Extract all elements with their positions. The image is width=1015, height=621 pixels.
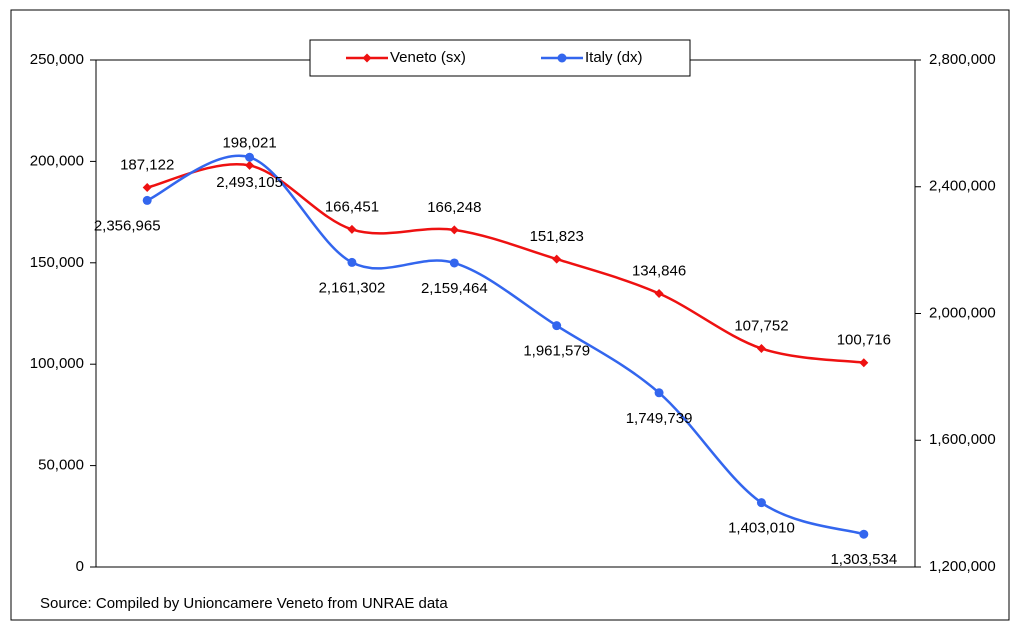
data-point bbox=[654, 388, 664, 398]
data-label: 1,961,579 bbox=[523, 343, 590, 360]
series-line bbox=[146, 154, 865, 536]
data-point bbox=[552, 254, 562, 264]
data-point bbox=[654, 289, 664, 299]
y-tick-label: 250,000 bbox=[30, 51, 84, 68]
data-label: 187,122 bbox=[120, 156, 174, 173]
y-tick-label: 50,000 bbox=[38, 457, 84, 474]
data-label: 1,403,010 bbox=[728, 520, 795, 537]
source-note: Source: Compiled by Unioncamere Veneto f… bbox=[40, 595, 448, 612]
data-label: 2,161,302 bbox=[319, 279, 386, 296]
data-label: 134,846 bbox=[632, 263, 686, 280]
data-label: 198,021 bbox=[222, 134, 276, 151]
data-point bbox=[859, 358, 869, 368]
data-label: 100,716 bbox=[837, 332, 891, 349]
data-label: 1,303,534 bbox=[830, 551, 897, 568]
legend-marker bbox=[557, 53, 567, 63]
data-label: 107,752 bbox=[734, 317, 788, 334]
data-point bbox=[347, 224, 357, 234]
y-tick-label: 150,000 bbox=[30, 254, 84, 271]
y2-tick-label: 2,400,000 bbox=[929, 178, 996, 195]
data-label: 2,356,965 bbox=[94, 217, 161, 234]
legend-label: Veneto (sx) bbox=[390, 49, 466, 66]
series-line bbox=[146, 163, 864, 364]
legend-label: Italy (dx) bbox=[585, 49, 643, 66]
y2-tick-label: 1,200,000 bbox=[929, 558, 996, 575]
data-point bbox=[756, 498, 766, 508]
y2-tick-label: 2,800,000 bbox=[929, 51, 996, 68]
data-point bbox=[552, 321, 562, 331]
chart-frame bbox=[10, 9, 1010, 621]
data-point bbox=[859, 529, 869, 539]
data-point bbox=[347, 257, 357, 267]
y-tick-label: 0 bbox=[76, 558, 84, 575]
data-point bbox=[245, 152, 255, 162]
legend-marker bbox=[362, 53, 372, 63]
data-point bbox=[245, 160, 255, 170]
data-point bbox=[756, 343, 766, 353]
data-label: 2,493,105 bbox=[216, 174, 283, 191]
data-label: 2,159,464 bbox=[421, 280, 488, 297]
data-label: 166,451 bbox=[325, 198, 379, 215]
data-label: 151,823 bbox=[530, 228, 584, 245]
data-point bbox=[142, 183, 152, 193]
y-tick-label: 100,000 bbox=[30, 355, 84, 372]
y2-tick-label: 1,600,000 bbox=[929, 431, 996, 448]
data-label: 1,749,739 bbox=[626, 410, 693, 427]
y-tick-label: 200,000 bbox=[30, 152, 84, 169]
data-point bbox=[142, 195, 152, 205]
data-label: 166,248 bbox=[427, 199, 481, 216]
data-point bbox=[449, 225, 459, 235]
data-point bbox=[449, 258, 459, 268]
y2-tick-label: 2,000,000 bbox=[929, 304, 996, 321]
